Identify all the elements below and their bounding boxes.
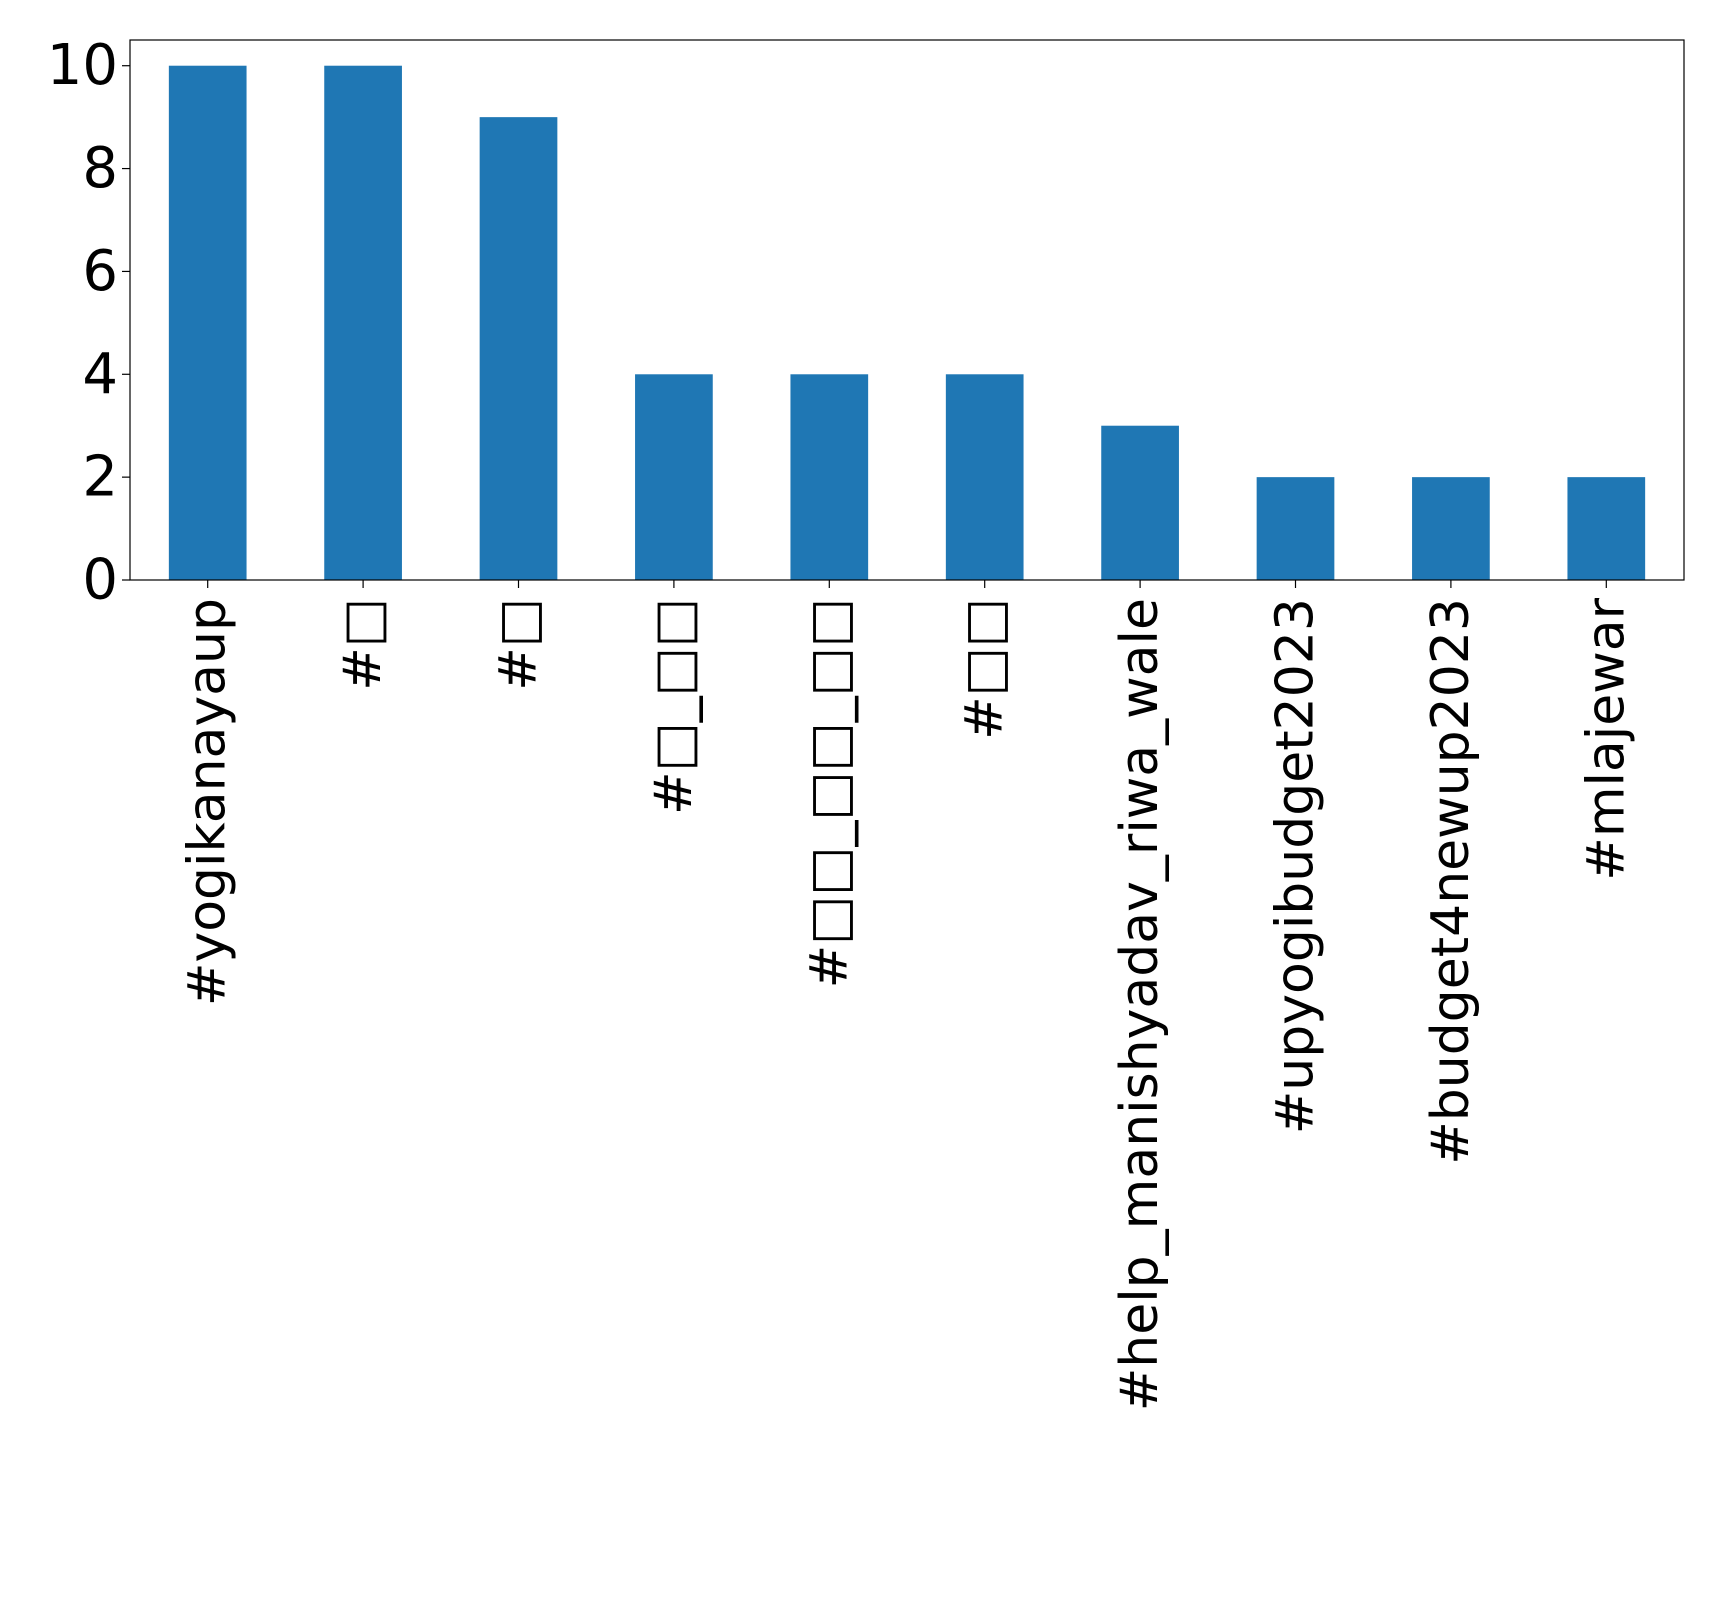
bar-2 — [324, 65, 402, 580]
x-tick-label: #yogikanayaup — [178, 598, 238, 1006]
y-tick-label: 10 — [47, 33, 118, 98]
bar-6 — [945, 374, 1024, 580]
x-tick-label: #□ — [489, 598, 549, 691]
bar-5 — [790, 374, 869, 580]
x-tick-label: #□□_□□_□□ — [799, 598, 859, 988]
x-tick-label: #help_manishyadav_riwa_wale — [1110, 598, 1170, 1411]
x-tick-label: #upyogibudget2023 — [1266, 598, 1326, 1134]
x-tick-label: #mlajewar — [1576, 597, 1636, 880]
x-axis: #yogikanayaup #□ #□ #□_□□ #□□_□□_□□ #□□ #help_… — [178, 580, 1636, 1411]
plot-area-frame — [129, 39, 1685, 581]
y-tick-label: 6 — [82, 239, 118, 304]
bar-9 — [1412, 477, 1490, 580]
y-tick-label: 8 — [82, 136, 118, 201]
x-tick-label: #budget4newup2023 — [1421, 598, 1481, 1165]
x-tick-label: #□ — [333, 598, 393, 691]
bars-group — [168, 65, 1646, 581]
x-tick-label: #□_□□ — [644, 598, 704, 815]
bar-4 — [635, 374, 713, 580]
y-tick-label: 2 — [82, 445, 118, 510]
y-axis: 0 2 4 6 8 10 — [47, 33, 130, 613]
bar-7 — [1101, 425, 1179, 580]
y-tick-label: 4 — [82, 342, 118, 407]
bar-10 — [1567, 477, 1646, 580]
bar-1 — [168, 65, 247, 580]
x-tick-label: #□□ — [955, 598, 1015, 740]
bar-8 — [1256, 477, 1335, 580]
bar-3 — [479, 117, 558, 581]
y-tick-label: 0 — [82, 548, 118, 613]
